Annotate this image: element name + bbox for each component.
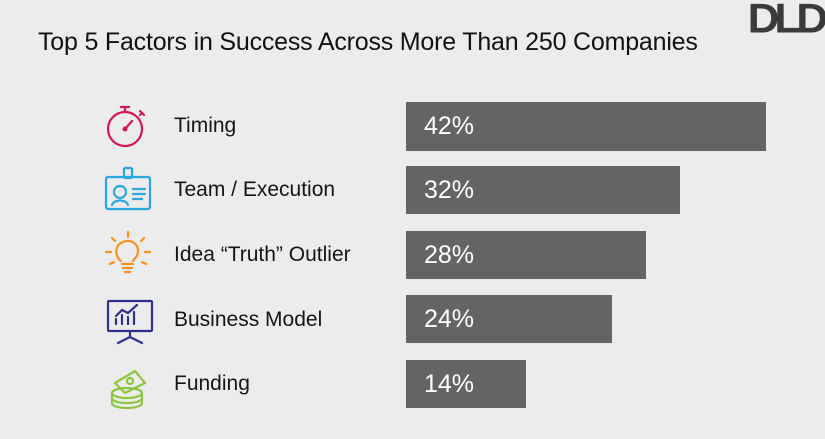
dld-logo: DLD <box>747 0 825 42</box>
category-label-business-model: Business Model <box>174 308 323 331</box>
bar-funding <box>406 360 526 408</box>
bar-timing <box>406 102 766 151</box>
bar-idea-truth-outlier <box>406 231 646 279</box>
presentation-chart-icon <box>106 299 154 345</box>
category-label-timing: Timing <box>174 114 237 137</box>
category-label-idea-truth-outlier: Idea “Truth” Outlier <box>174 243 351 266</box>
category-label-funding: Funding <box>174 372 250 395</box>
value-label-idea-truth-outlier: 28% <box>424 241 475 269</box>
page-title: Top 5 Factors in Success Across More Tha… <box>38 28 698 56</box>
value-label-timing: 42% <box>424 112 475 140</box>
money-stack-icon <box>110 369 147 410</box>
lightbulb-icon <box>104 230 152 274</box>
bar-team-execution <box>406 166 680 214</box>
value-label-team-execution: 32% <box>424 176 475 204</box>
value-label-funding: 14% <box>424 370 475 398</box>
id-badge-icon <box>104 166 152 211</box>
bar-business-model <box>406 295 612 343</box>
stopwatch-icon <box>106 105 146 148</box>
value-label-business-model: 24% <box>424 305 475 333</box>
category-label-team-execution: Team / Execution <box>174 178 336 201</box>
